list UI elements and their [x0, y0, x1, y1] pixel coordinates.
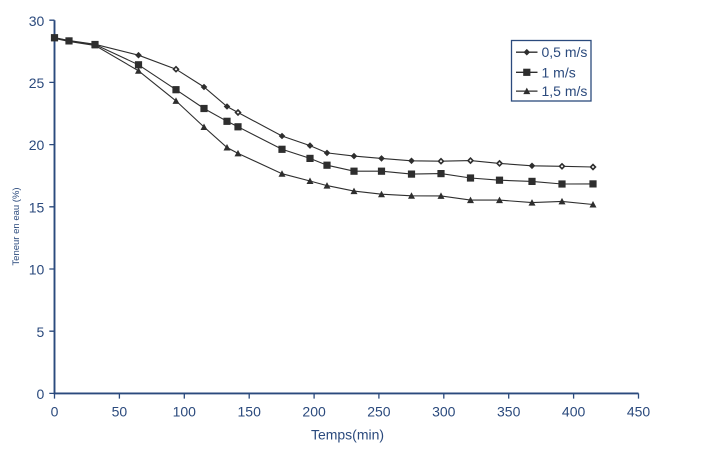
svg-text:20: 20: [29, 137, 45, 153]
svg-text:400: 400: [562, 404, 586, 420]
svg-text:100: 100: [173, 404, 197, 420]
svg-text:200: 200: [302, 404, 326, 420]
svg-text:1,5 m/s: 1,5 m/s: [542, 83, 588, 99]
svg-text:Teneur en eau (%): Teneur en eau (%): [11, 187, 22, 265]
svg-text:1 m/s: 1 m/s: [542, 64, 576, 80]
svg-text:5: 5: [37, 324, 45, 340]
svg-text:0,5 m/s: 0,5 m/s: [542, 44, 588, 60]
svg-text:350: 350: [497, 404, 521, 420]
svg-text:300: 300: [432, 404, 456, 420]
svg-text:15: 15: [29, 199, 45, 215]
svg-text:250: 250: [367, 404, 391, 420]
svg-text:25: 25: [29, 75, 45, 91]
svg-text:50: 50: [112, 404, 128, 420]
svg-text:450: 450: [627, 404, 651, 420]
svg-text:150: 150: [238, 404, 262, 420]
svg-text:10: 10: [29, 262, 45, 278]
svg-text:30: 30: [29, 13, 45, 29]
svg-text:Temps(min): Temps(min): [311, 427, 384, 443]
svg-text:0: 0: [51, 404, 59, 420]
svg-text:0: 0: [37, 386, 45, 402]
